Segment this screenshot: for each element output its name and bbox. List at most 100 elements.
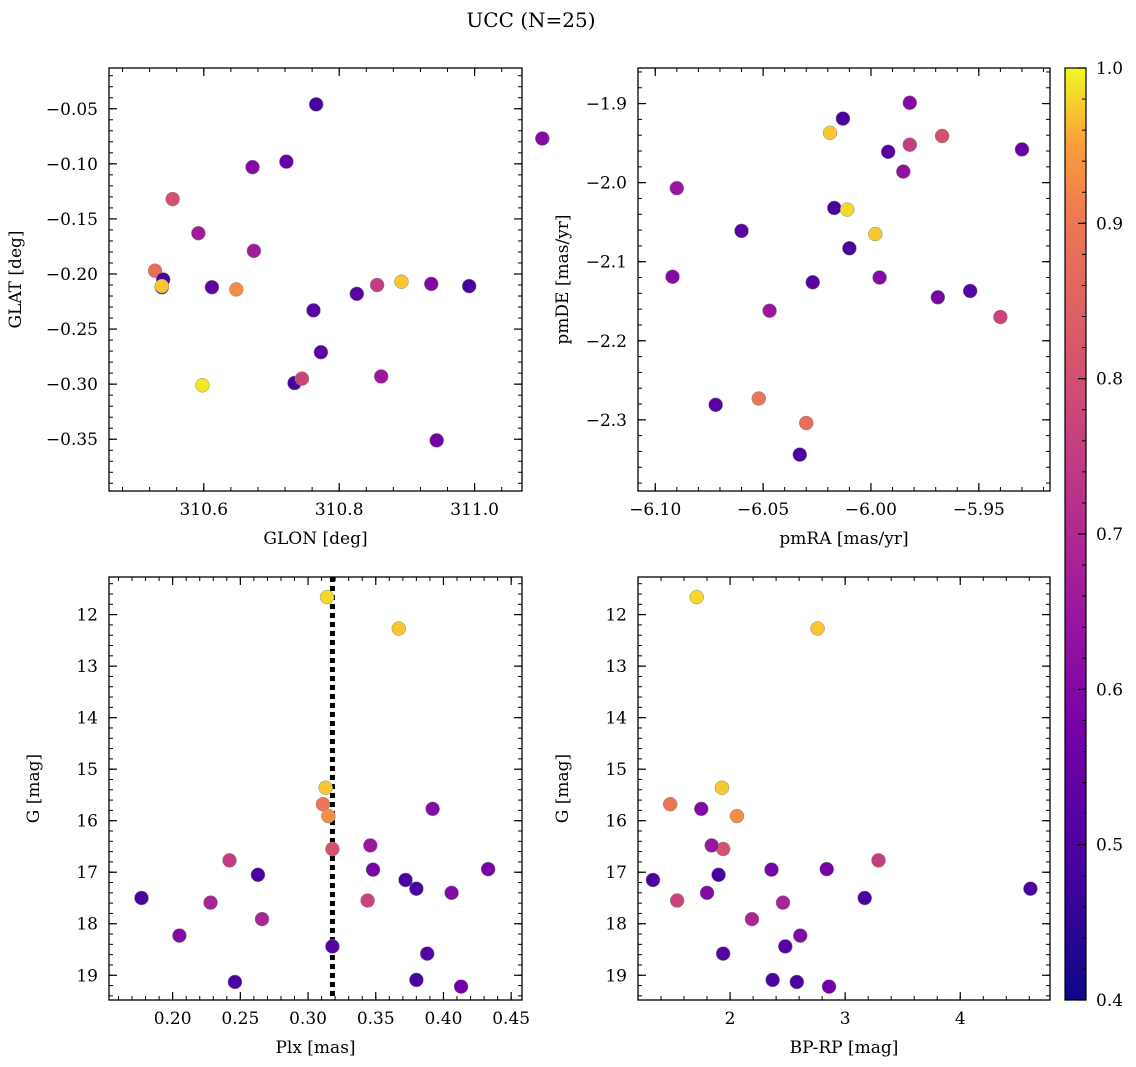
panel-bprp-g: 2 3 4 12 13 14 15 16 17 18 19 BP-RP [mag] G [mag] xyxy=(553,576,1051,1058)
colorbar: 0.4 0.5 0.6 0.7 0.8 0.9 1.0 xyxy=(1064,59,1123,1011)
y-axis-label: G [mag] xyxy=(24,754,44,823)
data-point xyxy=(708,397,723,413)
data-point xyxy=(409,881,424,896)
data-point xyxy=(191,225,206,241)
y-tick-label: 14 xyxy=(605,709,627,729)
x-tick-label: −6.10 xyxy=(629,500,681,520)
data-point xyxy=(689,589,704,605)
data-point xyxy=(294,371,310,386)
y-tick-label: −2.1 xyxy=(586,253,627,273)
data-point xyxy=(729,808,745,824)
x-tick-label: 0.35 xyxy=(357,1009,395,1029)
y-tick-label: 13 xyxy=(76,657,98,677)
colorbar-tick-label: 0.9 xyxy=(1096,214,1123,234)
data-point xyxy=(369,277,385,293)
data-point xyxy=(429,433,444,448)
data-point xyxy=(880,144,896,160)
y-tick-label: −0.25 xyxy=(46,320,98,340)
data-point xyxy=(662,796,678,812)
data-point xyxy=(360,893,375,908)
x-tick-label: 0.30 xyxy=(289,1009,327,1029)
data-point xyxy=(993,309,1008,325)
data-point xyxy=(425,801,440,817)
data-point xyxy=(306,303,321,318)
data-point xyxy=(319,589,335,605)
y-tick-label: 17 xyxy=(605,863,627,883)
data-point xyxy=(134,890,149,906)
data-point xyxy=(792,447,808,462)
data-point xyxy=(279,154,294,169)
x-axis-label: Plx [mas] xyxy=(275,1038,355,1058)
x-tick-label: 0.45 xyxy=(492,1009,530,1029)
data-point xyxy=(810,621,825,636)
data-point xyxy=(204,279,220,295)
y-tick-label: −2.3 xyxy=(586,411,627,431)
data-point xyxy=(321,808,336,824)
data-point xyxy=(254,911,270,927)
data-point xyxy=(778,939,793,954)
data-point xyxy=(1023,881,1038,896)
colorbar-tick-label: 0.4 xyxy=(1096,991,1123,1011)
data-point xyxy=(821,979,837,994)
data-point xyxy=(461,278,477,294)
data-point xyxy=(409,972,424,988)
data-point xyxy=(934,128,950,144)
colorbar-tick-label: 1.0 xyxy=(1096,59,1123,79)
y-tick-label: 19 xyxy=(76,966,98,986)
x-tick-label: 311.0 xyxy=(450,500,499,520)
y-axis-label: pmDE [mas/yr] xyxy=(553,214,573,344)
data-point xyxy=(444,885,459,901)
data-point xyxy=(363,838,378,853)
data-point xyxy=(535,131,550,146)
data-point xyxy=(480,861,496,877)
y-tick-label: −0.35 xyxy=(46,430,98,450)
data-point xyxy=(669,180,685,196)
data-point xyxy=(227,974,243,990)
data-point xyxy=(902,137,918,152)
panel-glon-glat: 310.6 310.8 311.0 −0.35 −0.30 −0.25 −0.20 −0.15… xyxy=(6,67,550,549)
data-point xyxy=(711,867,726,883)
colorbar-tick-label: 0.6 xyxy=(1096,680,1123,700)
x-tick-label: 3 xyxy=(840,1009,851,1029)
data-point xyxy=(962,283,978,299)
data-point xyxy=(453,979,469,994)
data-point xyxy=(868,226,883,242)
x-tick-label: 0.20 xyxy=(154,1009,192,1029)
x-tick-label: 310.6 xyxy=(179,500,228,520)
plot-frame xyxy=(637,576,1051,1001)
y-tick-label: 12 xyxy=(605,606,627,626)
y-tick-label: −0.15 xyxy=(46,210,98,230)
x-tick-label: −6.05 xyxy=(737,500,789,520)
data-point xyxy=(764,862,779,877)
data-point xyxy=(857,890,872,906)
data-point xyxy=(365,862,381,877)
y-tick-label: 19 xyxy=(605,966,627,986)
y-axis-label: G [mag] xyxy=(553,754,573,823)
data-point xyxy=(839,202,855,217)
data-point xyxy=(765,972,780,988)
data-point xyxy=(394,274,409,289)
data-point xyxy=(751,391,767,406)
panel-pmra-pmde: −6.10 −6.05 −6.00 −5.95 −2.3 −2.2 −2.1 −2.0 −1.9… xyxy=(553,67,1051,549)
data-point xyxy=(930,290,946,305)
data-point xyxy=(704,838,719,853)
x-tick-label: 310.8 xyxy=(315,500,364,520)
data-point xyxy=(819,861,834,877)
y-tick-label: −2.0 xyxy=(586,174,627,194)
data-point xyxy=(315,796,331,812)
data-point xyxy=(714,780,730,795)
data-point xyxy=(715,946,731,961)
data-point xyxy=(229,282,244,297)
y-tick-label: 17 xyxy=(76,863,98,883)
data-point xyxy=(694,801,709,817)
x-axis-label: GLON [deg] xyxy=(263,529,367,549)
data-point xyxy=(699,885,715,901)
y-tick-label: 15 xyxy=(605,760,627,780)
data-point xyxy=(203,895,218,910)
plot-frame xyxy=(108,67,523,492)
data-point xyxy=(419,946,435,961)
data-point xyxy=(349,286,365,302)
data-point xyxy=(871,853,886,868)
x-axis-label: pmRA [mas/yr] xyxy=(779,529,908,549)
